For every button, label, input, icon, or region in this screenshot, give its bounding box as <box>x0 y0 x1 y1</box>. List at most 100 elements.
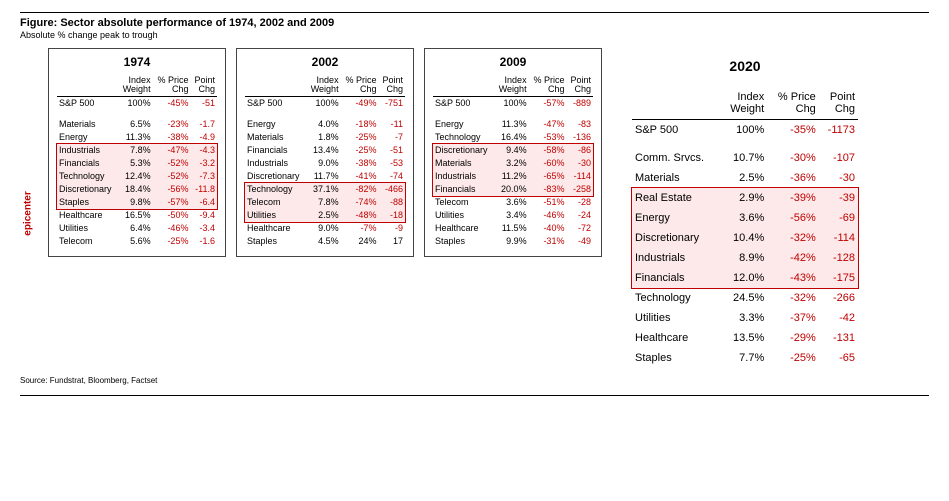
cell-price: -53% <box>529 131 567 144</box>
cell-sector: Technology <box>632 288 720 308</box>
cell-price: -45% <box>153 96 191 110</box>
cell-sector: Materials <box>57 118 118 131</box>
cell-point: 17 <box>378 235 405 248</box>
cell-weight: 2.9% <box>720 188 767 208</box>
cell-price: -30% <box>767 148 819 168</box>
cell-weight: 24.5% <box>720 288 767 308</box>
cell-sector: Technology <box>57 170 118 183</box>
table-row: Financials13.4%-25%-51 <box>245 144 405 157</box>
col-price: % PriceChg <box>341 75 379 96</box>
cell-weight: 20.0% <box>494 183 528 196</box>
cell-price: -52% <box>153 157 191 170</box>
table-row: Discretionary18.4%-56%-11.8 <box>57 183 217 196</box>
cell-price: -56% <box>767 208 819 228</box>
cell-price: -57% <box>529 96 567 110</box>
historical-panels: 1974IndexWeight% PriceChgPointChgS&P 500… <box>48 48 602 257</box>
table-row: Industrials11.2%-65%-114 <box>433 170 593 183</box>
cell-price: -35% <box>767 120 819 141</box>
table-row: Discretionary11.7%-41%-74 <box>245 170 405 183</box>
cell-weight: 9.9% <box>494 235 528 248</box>
table-row: S&P 500100%-57%-889 <box>433 96 593 110</box>
table-row: Telecom7.8%-74%-88 <box>245 196 405 209</box>
cell-sector: Industrials <box>433 170 494 183</box>
cell-weight: 3.6% <box>494 196 528 209</box>
table-row: Financials20.0%-83%-258 <box>433 183 593 196</box>
cell-price: -38% <box>153 131 191 144</box>
cell-point: -1.6 <box>190 235 217 248</box>
col-weight: IndexWeight <box>306 75 340 96</box>
table-row: S&P 500100%-49%-751 <box>245 96 405 110</box>
cell-sector: Healthcare <box>632 328 720 348</box>
cell-sector: Energy <box>632 208 720 228</box>
cell-sector: Energy <box>433 118 494 131</box>
table-row: Energy11.3%-47%-83 <box>433 118 593 131</box>
cell-sector: S&P 500 <box>632 120 720 141</box>
cell-price: -50% <box>153 209 191 222</box>
table-row: Energy11.3%-38%-4.9 <box>57 131 217 144</box>
cell-point: -30 <box>819 168 858 188</box>
cell-point: -30 <box>566 157 593 170</box>
cell-price: -58% <box>529 144 567 157</box>
cell-weight: 12.0% <box>720 268 767 288</box>
cell-point: -4.9 <box>190 131 217 144</box>
cell-price: -25% <box>767 348 819 368</box>
table-row: Energy4.0%-18%-11 <box>245 118 405 131</box>
table-row: Materials1.8%-25%-7 <box>245 131 405 144</box>
cell-point: -258 <box>566 183 593 196</box>
cell-point: -74 <box>378 170 405 183</box>
cell-sector: Staples <box>57 196 118 209</box>
panel-year: 2009 <box>433 55 593 69</box>
cell-sector: Comm. Srvcs. <box>632 148 720 168</box>
cell-price: -65% <box>529 170 567 183</box>
cell-price: -47% <box>153 144 191 157</box>
cell-point: -107 <box>819 148 858 168</box>
cell-sector: Discretionary <box>57 183 118 196</box>
cell-sector: Industrials <box>57 144 118 157</box>
cell-price: -46% <box>153 222 191 235</box>
sector-table: IndexWeight% PriceChgPointChgS&P 500100%… <box>245 75 405 248</box>
cell-sector: Utilities <box>57 222 118 235</box>
cell-weight: 11.3% <box>494 118 528 131</box>
table-row: Staples9.9%-31%-49 <box>433 235 593 248</box>
col-weight: IndexWeight <box>720 88 767 120</box>
cell-point: -3.2 <box>190 157 217 170</box>
table-row: Discretionary10.4%-32%-114 <box>632 228 858 248</box>
table-row: Discretionary9.4%-58%-86 <box>433 144 593 157</box>
cell-price: -32% <box>767 228 819 248</box>
cell-price: 24% <box>341 235 379 248</box>
table-row: S&P 500100%-35%-1173 <box>632 120 858 141</box>
cell-weight: 18.4% <box>118 183 152 196</box>
col-weight: IndexWeight <box>494 75 528 96</box>
col-sector <box>57 75 118 96</box>
cell-sector: Financials <box>57 157 118 170</box>
cell-point: -39 <box>819 188 858 208</box>
cell-weight: 2.5% <box>306 209 340 222</box>
cell-weight: 6.5% <box>118 118 152 131</box>
table-row: Real Estate2.9%-39%-39 <box>632 188 858 208</box>
cell-weight: 9.4% <box>494 144 528 157</box>
cell-point: -72 <box>566 222 593 235</box>
cell-point: -28 <box>566 196 593 209</box>
cell-price: -36% <box>767 168 819 188</box>
cell-price: -25% <box>153 235 191 248</box>
cell-point: -18 <box>378 209 405 222</box>
table-row: Comm. Srvcs.10.7%-30%-107 <box>632 148 858 168</box>
panel-2002: 2002IndexWeight% PriceChgPointChgS&P 500… <box>236 48 414 257</box>
cell-point: -1173 <box>819 120 858 141</box>
table-row: Industrials8.9%-42%-128 <box>632 248 858 268</box>
col-sector <box>632 88 720 120</box>
cell-price: -83% <box>529 183 567 196</box>
col-point: PointChg <box>190 75 217 96</box>
cell-sector: Real Estate <box>632 188 720 208</box>
cell-point: -136 <box>566 131 593 144</box>
table-row: Telecom5.6%-25%-1.6 <box>57 235 217 248</box>
cell-point: -9 <box>378 222 405 235</box>
table-row: Materials6.5%-23%-1.7 <box>57 118 217 131</box>
panel-2009: 2009IndexWeight% PriceChgPointChgS&P 500… <box>424 48 602 257</box>
cell-price: -47% <box>529 118 567 131</box>
cell-price: -25% <box>341 131 379 144</box>
cell-price: -31% <box>529 235 567 248</box>
cell-price: -48% <box>341 209 379 222</box>
cell-weight: 12.4% <box>118 170 152 183</box>
cell-weight: 7.7% <box>720 348 767 368</box>
